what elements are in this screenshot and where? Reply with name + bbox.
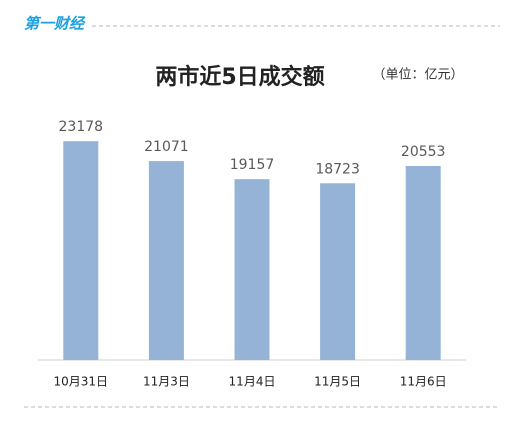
x-tick-label: 11月3日 (143, 375, 190, 389)
x-tick-label: 11月4日 (229, 375, 276, 389)
x-tick-label: 11月6日 (400, 375, 447, 389)
value-label: 18723 (315, 161, 360, 177)
x-tick-label: 11月5日 (314, 375, 361, 389)
bar (148, 161, 184, 360)
x-tick-label: 10月31日 (54, 375, 109, 389)
value-label: 21071 (144, 139, 189, 155)
chart-subtitle: （单位：亿元） (372, 68, 463, 83)
logo: 第一财经 (24, 15, 86, 33)
value-label: 23178 (59, 119, 104, 135)
value-label: 20553 (401, 144, 446, 160)
value-label: 19157 (230, 157, 275, 173)
bar (63, 141, 99, 360)
bar (320, 183, 356, 360)
chart-title: 两市近5日成交额 (155, 64, 324, 90)
bar (234, 179, 270, 360)
bar (405, 165, 441, 360)
